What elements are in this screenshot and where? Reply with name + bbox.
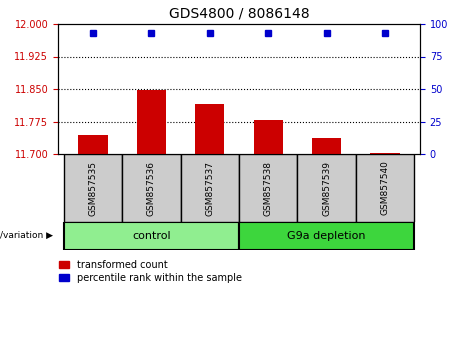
Bar [64,154,122,222]
Bar [356,154,414,222]
Bar [297,154,356,222]
Bar [137,90,166,154]
Text: GSM857540: GSM857540 [380,161,390,216]
Text: GSM857535: GSM857535 [89,160,98,216]
Text: GSM857539: GSM857539 [322,160,331,216]
Bar [64,222,239,250]
Text: GSM857538: GSM857538 [264,160,273,216]
Bar [312,138,341,154]
Bar [122,154,181,222]
Bar [254,120,283,154]
Bar [195,104,225,154]
Legend: transformed count, percentile rank within the sample: transformed count, percentile rank withi… [59,260,242,283]
Bar [239,222,414,250]
Bar [239,154,297,222]
Bar [370,153,400,154]
Text: GSM857537: GSM857537 [205,160,214,216]
Text: G9a depletion: G9a depletion [287,231,366,241]
Text: genotype/variation ▶: genotype/variation ▶ [0,232,53,240]
Bar [78,135,107,154]
Title: GDS4800 / 8086148: GDS4800 / 8086148 [169,6,309,20]
Bar [181,154,239,222]
Text: control: control [132,231,171,241]
Text: GSM857536: GSM857536 [147,160,156,216]
